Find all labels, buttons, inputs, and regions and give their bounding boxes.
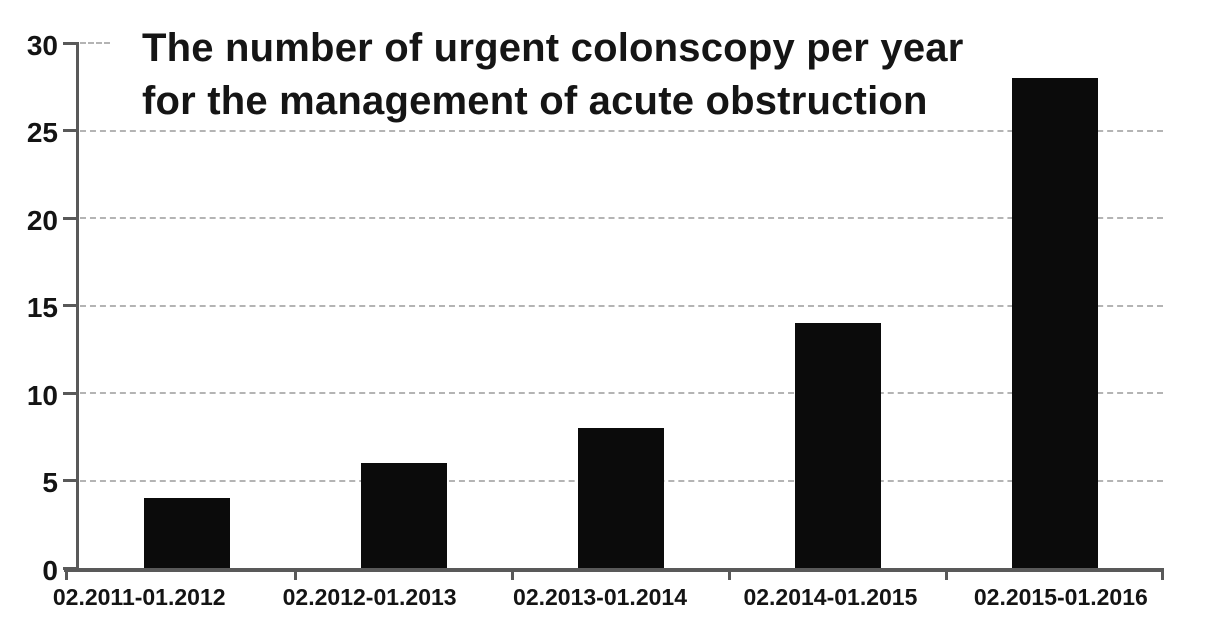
x-tick-mark-5 [1160,570,1164,580]
x-tick-mark-4 [945,570,949,580]
y-tick-label-5: 5 [42,467,58,498]
x-tick-mark-0 [64,570,68,580]
x-tick-label-period-1: 02.2011-01.2012 [52,584,226,610]
y-tick-label-25: 25 [26,117,58,148]
x-tick-mark-2 [510,570,514,580]
bar-02.2015-01.2016 [1012,78,1099,568]
y-tick-mark-30 [63,41,79,45]
y-tick-mark-5 [63,479,79,482]
gridline-25 [80,129,1163,132]
bar-02.2011-01.2012 [143,498,230,568]
y-tick-label-10: 10 [26,380,58,411]
x-tick-mark-1 [293,570,297,580]
chart-title: The number of urgent colonscopy per year… [142,22,963,128]
x-axis-line [64,568,1164,572]
y-tick-label-30: 30 [26,30,58,61]
x-tick-label-period-3: 02.2013-01.2014 [513,584,687,610]
y-tick-label-0: 0 [42,555,58,586]
y-tick-label-20: 20 [26,205,58,236]
chart-title-line2: for the management of acute obstruction [142,79,928,123]
gridline-10 [80,392,1163,394]
x-tick-label-period-5: 02.2015-01.2016 [973,584,1148,610]
y-tick-mark-10 [63,391,79,395]
y-tick-mark-25 [63,129,79,132]
x-tick-label-period-2: 02.2012-01.2013 [282,584,457,610]
gridline-20 [80,217,1163,219]
x-axis-labels: 02.2011-01.2012 02.2012-01.2013 02.2013-… [24,584,1176,611]
y-tick-mark-20 [63,216,79,220]
chart-title-line1: The number of urgent colonscopy per year [142,26,964,70]
x-tick-label-period-4: 02.2014-01.2015 [743,584,918,610]
y-tick-mark-0 [63,566,79,570]
y-tick-label-15: 15 [26,292,58,323]
gridline-30 [80,42,110,44]
y-axis-line [76,42,79,572]
bar-02.2012-01.2013 [360,463,447,568]
bar-02.2014-01.2015 [795,323,882,568]
x-tick-mark-3 [728,570,732,580]
y-tick-mark-15 [63,304,79,307]
bar-02.2013-01.2014 [578,428,664,568]
gridline-15 [80,304,1163,307]
